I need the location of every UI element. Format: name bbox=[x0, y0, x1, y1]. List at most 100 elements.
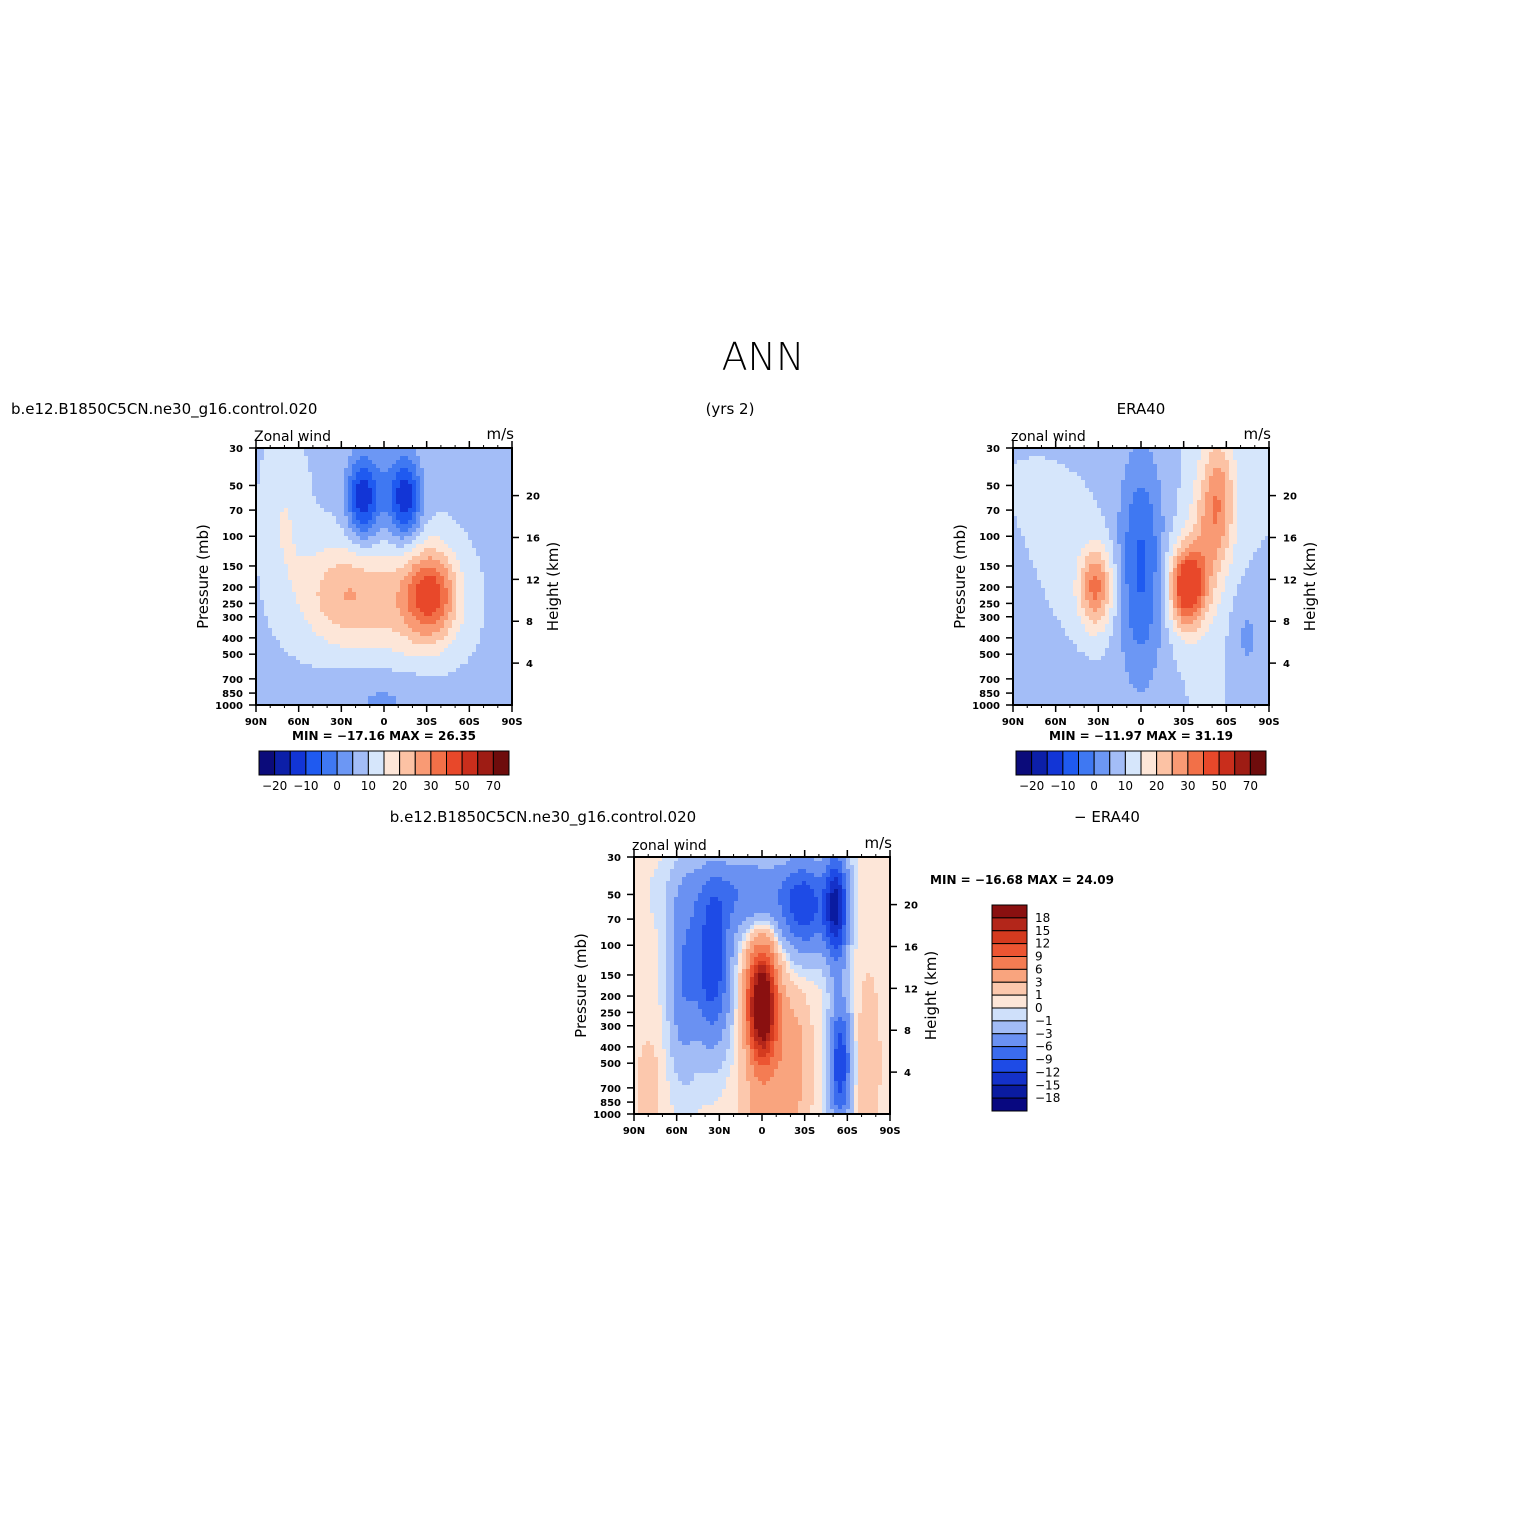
colorbar-swatch bbox=[492, 750, 510, 776]
y-tick-label: 30 bbox=[607, 853, 621, 864]
colorbar-swatch bbox=[430, 750, 447, 776]
colorbar-swatch bbox=[274, 750, 291, 776]
colorbar-label: 70 bbox=[1243, 779, 1258, 793]
top-center-label: (yrs 2) bbox=[706, 400, 755, 418]
y-tick-label: 1000 bbox=[215, 701, 243, 712]
colorbar-label: 3 bbox=[1035, 975, 1043, 989]
colorbar-swatch bbox=[399, 750, 416, 776]
colorbar-swatch bbox=[991, 956, 1028, 970]
colorbar-swatch bbox=[477, 750, 494, 776]
colorbar-label: 30 bbox=[423, 779, 438, 793]
y-tick-label: 50 bbox=[229, 481, 243, 492]
min-max-label: MIN = −17.16 MAX = 26.35 bbox=[292, 729, 476, 743]
contour-field bbox=[1013, 448, 1269, 705]
colorbar-label: 50 bbox=[1211, 779, 1226, 793]
colorbar-swatch bbox=[991, 917, 1028, 932]
colorbar-label: 18 bbox=[1035, 911, 1050, 925]
y-right-tick-label: 16 bbox=[904, 942, 918, 953]
x-tick-label: 30N bbox=[330, 717, 352, 728]
units-label: m/s bbox=[865, 834, 893, 852]
colorbar-label: 0 bbox=[1035, 1001, 1043, 1015]
y-tick-label: 250 bbox=[600, 1008, 621, 1019]
colorbar-swatch bbox=[258, 750, 276, 776]
x-tick-label: 60N bbox=[666, 1126, 688, 1137]
colorbar-label: 10 bbox=[1118, 779, 1133, 793]
model-panel: Zonal wind m/s305070100150200250300400500… bbox=[194, 425, 562, 743]
units-label: m/s bbox=[487, 425, 515, 443]
colorbar-swatch bbox=[991, 981, 1028, 996]
y-right-tick-label: 4 bbox=[526, 659, 533, 670]
x-tick-label: 0 bbox=[759, 1126, 766, 1137]
y-tick-label: 50 bbox=[986, 481, 1000, 492]
y-right-tick-label: 12 bbox=[904, 984, 918, 995]
colorbar-swatch bbox=[461, 750, 479, 776]
y-tick-label: 400 bbox=[222, 634, 243, 645]
colorbar-swatch bbox=[1249, 750, 1267, 776]
y-right-tick-label: 20 bbox=[904, 901, 918, 912]
colorbar-swatch bbox=[991, 1084, 1028, 1099]
x-tick-label: 30S bbox=[416, 717, 437, 728]
y-right-tick-label: 8 bbox=[1283, 617, 1290, 628]
era40-panel: zonal wind m/s305070100150200250300400500… bbox=[951, 425, 1319, 743]
x-tick-label: 90S bbox=[879, 1126, 900, 1137]
y-axis-label: Pressure (mb) bbox=[951, 524, 969, 629]
colorbar-swatch bbox=[321, 750, 338, 776]
y-tick-label: 30 bbox=[986, 444, 1000, 455]
y-axis-label: Pressure (mb) bbox=[194, 524, 212, 629]
y-right-axis-label: Height (km) bbox=[922, 951, 940, 1040]
colorbar-label: −1 bbox=[1035, 1014, 1053, 1028]
y-tick-label: 850 bbox=[979, 689, 1000, 700]
colorbar-swatch bbox=[991, 1097, 1028, 1112]
y-right-tick-label: 4 bbox=[1283, 659, 1290, 670]
colorbar-swatch bbox=[414, 750, 432, 776]
x-tick-label: 90N bbox=[623, 1126, 645, 1137]
y-tick-label: 250 bbox=[979, 599, 1000, 610]
colorbar-label: 1 bbox=[1035, 988, 1043, 1002]
colorbar-swatch bbox=[1062, 750, 1079, 776]
colorbar-label: −10 bbox=[293, 779, 318, 793]
colorbar-label: −6 bbox=[1035, 1040, 1053, 1054]
y-tick-label: 400 bbox=[979, 634, 1000, 645]
y-right-tick-label: 20 bbox=[526, 492, 540, 503]
colorbar-label: 12 bbox=[1035, 937, 1050, 951]
y-right-tick-label: 12 bbox=[1283, 575, 1297, 586]
x-tick-label: 30N bbox=[708, 1126, 730, 1137]
colorbar-label: −18 bbox=[1035, 1091, 1060, 1105]
x-tick-label: 90S bbox=[1258, 717, 1279, 728]
y-right-tick-label: 12 bbox=[526, 575, 540, 586]
difference-panel: zonal wind m/s305070100150200250300400500… bbox=[572, 834, 1114, 1137]
colorbar-swatch bbox=[991, 943, 1028, 957]
colorbar-swatch bbox=[991, 994, 1028, 1009]
x-tick-label: 30S bbox=[794, 1126, 815, 1137]
y-tick-label: 400 bbox=[600, 1043, 621, 1054]
y-tick-label: 1000 bbox=[972, 701, 1000, 712]
colorbar-label: 0 bbox=[1090, 779, 1098, 793]
colorbar-swatch bbox=[1109, 750, 1126, 776]
colorbar-swatch bbox=[1140, 750, 1158, 776]
colorbar-swatch bbox=[1031, 750, 1048, 776]
colorbar-swatch bbox=[1078, 750, 1095, 776]
figure-title: ANN bbox=[722, 335, 805, 379]
x-tick-label: 60S bbox=[1216, 717, 1237, 728]
colorbar-label: 50 bbox=[454, 779, 469, 793]
colorbar-label: 0 bbox=[333, 779, 341, 793]
colorbar-swatch bbox=[383, 750, 401, 776]
panel-title: Zonal wind bbox=[254, 429, 331, 445]
top-left-label: b.e12.B1850C5CN.ne30_g16.control.020 bbox=[11, 400, 317, 419]
x-tick-label: 60S bbox=[837, 1126, 858, 1137]
colorbar-swatch bbox=[1171, 750, 1189, 776]
y-tick-label: 100 bbox=[222, 532, 243, 543]
y-tick-label: 200 bbox=[979, 583, 1000, 594]
colorbar-swatch bbox=[305, 750, 322, 776]
colorbar-swatch bbox=[1015, 750, 1033, 776]
y-right-tick-label: 4 bbox=[904, 1068, 911, 1079]
colorbar-swatch bbox=[1046, 750, 1064, 776]
colorbar-label: −9 bbox=[1035, 1053, 1053, 1067]
colorbar-swatch bbox=[1234, 750, 1251, 776]
y-right-tick-label: 8 bbox=[526, 617, 533, 628]
colorbar-swatch bbox=[1093, 750, 1111, 776]
colorbar-swatch bbox=[289, 750, 307, 776]
top-right-label: ERA40 bbox=[1117, 400, 1166, 418]
